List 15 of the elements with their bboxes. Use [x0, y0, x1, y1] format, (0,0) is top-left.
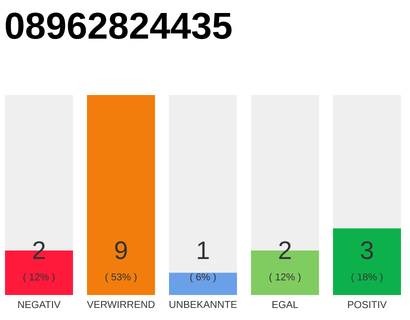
chart-title: 08962824435	[6, 12, 232, 40]
data-label: 1	[198, 242, 209, 259]
annotation: ( 53% )	[106, 273, 136, 282]
x-tick-label: NEGATIV	[18, 301, 61, 308]
data-label: 3	[360, 241, 373, 260]
bar	[169, 272, 237, 295]
x-tick-label: POSITIV	[348, 301, 387, 308]
data-label: 9	[115, 241, 127, 260]
annotation: ( 6% )	[190, 273, 216, 282]
annotation: ( 12% )	[24, 273, 54, 282]
annotation: ( 12% )	[270, 273, 300, 282]
x-tick-label: UNBEKANNTE	[170, 301, 237, 308]
x-tick-label: VERWIRREND	[86, 301, 155, 308]
x-tick-label: EGAL	[272, 301, 298, 308]
annotation: ( 18% )	[352, 273, 382, 282]
